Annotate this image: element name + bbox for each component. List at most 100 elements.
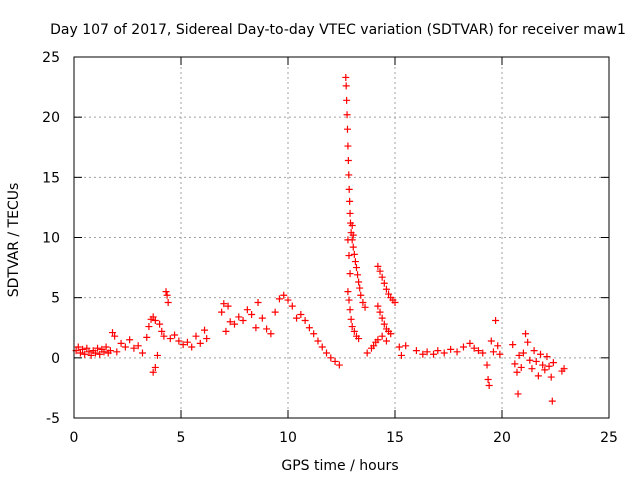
data-point [395, 343, 403, 351]
data-point [113, 348, 121, 356]
x-tick-label: 15 [386, 430, 404, 446]
data-point [492, 317, 500, 325]
data-point [494, 342, 502, 350]
data-point [351, 258, 359, 266]
data-point [163, 291, 171, 299]
data-point [85, 348, 93, 356]
data-point [374, 262, 382, 270]
data-point [534, 372, 542, 380]
data-point [511, 360, 519, 368]
data-point [549, 359, 557, 367]
data-point [267, 330, 275, 338]
data-point [111, 332, 119, 340]
data-point [254, 298, 262, 306]
data-point [91, 349, 99, 357]
data-point [532, 357, 540, 365]
data-point [387, 330, 395, 338]
data-point [331, 357, 339, 365]
data-point [349, 231, 357, 239]
y-tick-label: 25 [42, 50, 60, 66]
data-point [335, 361, 343, 369]
data-point [301, 317, 309, 325]
data-point [453, 348, 461, 356]
data-point [357, 291, 365, 299]
data-point [151, 363, 159, 371]
data-point [515, 351, 523, 359]
data-point [530, 347, 538, 355]
x-tick-label: 0 [70, 430, 79, 446]
data-point [74, 343, 82, 351]
data-point [517, 363, 525, 371]
y-tick-label: 10 [42, 231, 60, 247]
data-point [151, 317, 159, 325]
data-point [343, 125, 351, 133]
data-point [391, 298, 399, 306]
data-point [354, 271, 362, 279]
data-point [183, 338, 191, 346]
data-point [548, 397, 556, 405]
data-point [370, 342, 378, 350]
data-point [117, 339, 125, 347]
data-point [355, 335, 363, 343]
data-point [509, 341, 517, 349]
data-point [489, 348, 497, 356]
x-tick-label: 25 [600, 430, 618, 446]
y-tick-label: 15 [42, 170, 60, 186]
data-point [83, 344, 91, 352]
data-point [258, 314, 266, 322]
data-point [374, 336, 382, 344]
data-point [380, 320, 388, 328]
data-point [524, 338, 532, 346]
data-point [314, 337, 322, 345]
data-point [352, 264, 360, 272]
data-point [96, 350, 104, 358]
data-point [361, 303, 369, 311]
data-point [485, 382, 493, 390]
data-point [323, 349, 331, 357]
data-point [153, 351, 161, 359]
data-point [226, 318, 234, 326]
data-point [81, 350, 89, 358]
data-point [560, 365, 568, 373]
data-point [344, 236, 352, 244]
data-point [537, 350, 545, 358]
data-point [271, 308, 279, 316]
data-point [440, 349, 448, 357]
data-point [218, 308, 226, 316]
data-point [94, 344, 102, 352]
data-point [528, 365, 536, 373]
data-point [466, 339, 474, 347]
data-point [158, 327, 166, 335]
data-point [346, 306, 354, 314]
data-point [363, 349, 371, 357]
data-point [130, 344, 138, 352]
data-point [345, 185, 353, 193]
y-tick-label: -5 [46, 411, 60, 427]
y-axis-label: SDTVAR / TECUs [6, 183, 22, 298]
data-point [175, 337, 183, 345]
data-point [343, 111, 351, 119]
data-point [220, 300, 228, 308]
data-point [474, 347, 482, 355]
chart-title: Day 107 of 2017, Sidereal Day-to-day VTE… [50, 22, 626, 38]
data-point [87, 351, 95, 359]
data-point [412, 347, 420, 355]
data-point [224, 302, 232, 310]
data-point [470, 344, 478, 352]
y-tick-label: 20 [42, 110, 60, 126]
data-point [345, 252, 353, 260]
data-point [397, 351, 405, 359]
data-point [522, 330, 530, 338]
data-point [343, 96, 351, 104]
points-layer [72, 73, 568, 405]
data-point [106, 347, 114, 355]
data-point [376, 308, 384, 316]
data-point [350, 250, 358, 258]
data-point [346, 270, 354, 278]
data-point [162, 288, 170, 296]
data-point [100, 348, 108, 356]
data-point [479, 349, 487, 357]
data-point [348, 221, 356, 229]
